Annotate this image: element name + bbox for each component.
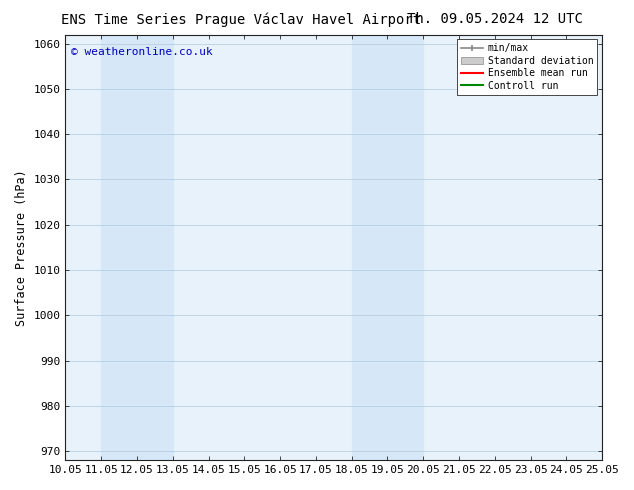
Bar (101, 35, 172, 460)
Legend: min/max, Standard deviation, Ensemble mean run, Controll run: min/max, Standard deviation, Ensemble me… (458, 40, 597, 95)
Bar (352, 35, 424, 460)
Y-axis label: Surface Pressure (hPa): Surface Pressure (hPa) (15, 169, 28, 326)
Bar (602, 35, 634, 460)
Text: © weatheronline.co.uk: © weatheronline.co.uk (71, 48, 212, 57)
Text: ENS Time Series Prague Václav Havel Airport: ENS Time Series Prague Václav Havel Airp… (61, 12, 421, 27)
Text: Th. 09.05.2024 12 UTC: Th. 09.05.2024 12 UTC (406, 12, 583, 26)
